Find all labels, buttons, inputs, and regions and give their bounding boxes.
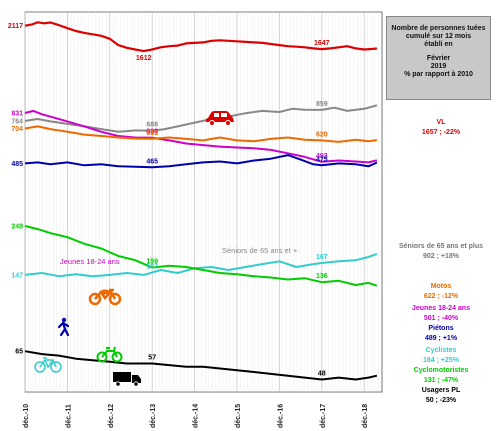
data-label-cyclomoteurs: 159 — [146, 259, 158, 266]
data-label-vl: 1647 — [314, 40, 330, 47]
legend-value-vl: 1657 ; -22% — [422, 129, 461, 136]
legend-name-cyclomoteurs: Cyclomotoristes — [414, 367, 469, 374]
legend-name-jeunes: Jeunes 18-24 ans — [412, 305, 470, 312]
info-line-6: % par rapport à 2010 — [404, 71, 473, 78]
info-line-2: cumulé sur 12 mois — [405, 33, 472, 40]
data-label-jeunes: 638 — [146, 129, 158, 136]
legend-value-usagers_pl: 50 ; -23% — [426, 397, 457, 404]
legend-value-cyclistes: 184 ; +25% — [423, 357, 460, 364]
legend-value-motos: 622 ; -12% — [424, 293, 459, 300]
bicycle-icon — [34, 357, 62, 373]
info-line-5: 2019 — [430, 63, 447, 70]
x-tick-label: déc.-17 — [320, 404, 327, 428]
series-line-cyclomoteurs — [24, 225, 378, 287]
car-icon — [206, 111, 234, 126]
data-label-seniors: 859 — [316, 101, 328, 108]
pedestrian-icon — [57, 317, 70, 337]
inline-label-jeunes: Jeunes 18-24 ans — [60, 257, 120, 266]
data-label-usagers_pl: 65 — [15, 349, 23, 356]
info-line-4: Février — [426, 55, 451, 62]
data-label-cyclistes: 167 — [316, 254, 328, 261]
motorcycle-icon — [88, 288, 122, 306]
data-label-cyclistes: 187 — [146, 263, 158, 270]
right-legend: VL 1657 ; -22% Séniors de 65 ans et plus 90… — [399, 119, 483, 404]
x-tick-label: déc.-12 — [108, 404, 115, 428]
legend-name-motos: Motos — [431, 283, 452, 290]
data-label-pietons: 465 — [146, 158, 158, 165]
info-line-3: établi en — [424, 41, 453, 48]
truck-icon — [113, 372, 141, 387]
x-tick-label: déc.-13 — [150, 404, 157, 428]
data-label-vl: 1612 — [136, 55, 152, 62]
data-label-pietons: 485 — [11, 161, 23, 168]
legend-name-vl: VL — [437, 119, 447, 126]
data-label-motos: 631 — [146, 130, 158, 137]
plot-frame — [24, 11, 383, 393]
series-line-pietons — [24, 154, 378, 169]
inline-label-seniors: Séniors de 65 ans et + — [222, 246, 298, 255]
data-label-vl: 2117 — [8, 23, 23, 30]
data-label-usagers_pl: 48 — [318, 371, 326, 378]
legend-value-cyclomoteurs: 131 ; -47% — [424, 377, 459, 384]
series-line-motos — [24, 125, 378, 143]
legend-name-pietons: Piétons — [428, 325, 453, 332]
data-label-cyclistes: 147 — [11, 272, 23, 279]
data-label-usagers_pl: 57 — [148, 355, 156, 362]
series-line-jeunes — [24, 109, 378, 164]
data-label-motos: 620 — [316, 131, 328, 138]
x-tick-label: déc.-11 — [65, 404, 72, 428]
series-line-cyclistes — [24, 252, 378, 278]
data-label-seniors: 764 — [11, 118, 23, 125]
series-lines — [24, 21, 378, 381]
legend-name-usagers_pl: Usagers PL — [422, 387, 461, 394]
x-axis: déc.-10 déc.-11 déc.-12 déc.-13 déc.-14 déc.-… — [23, 404, 369, 428]
data-label-cyclomoteurs: 136 — [316, 273, 328, 280]
x-tick-label: déc.-14 — [193, 404, 200, 428]
info-box: Nombre de personnes tuées cumulé sur 12 … — [386, 16, 491, 100]
data-label-jeunes: 831 — [11, 111, 23, 118]
series-line-vl — [24, 21, 378, 53]
x-tick-label: déc.-18 — [362, 404, 369, 428]
data-label-motos: 704 — [11, 126, 23, 133]
grid — [24, 11, 383, 393]
series-line-usagers_pl — [24, 350, 378, 381]
x-tick-label: déc.-15 — [235, 404, 242, 428]
legend-value-seniors: 902 ; +18% — [423, 253, 460, 260]
info-line-1: Nombre de personnes tuées — [391, 25, 486, 32]
x-tick-label: déc.-10 — [23, 404, 30, 428]
legend-value-pietons: 489 ; +1% — [425, 335, 458, 342]
data-labels: 2117 1612 1647 764 688 859 831 638 493 704 631 620 4… — [8, 23, 330, 377]
legend-name-seniors: Séniors de 65 ans et plus — [399, 243, 483, 250]
data-label-pietons: 475 — [316, 156, 328, 163]
series-icons — [34, 111, 234, 387]
data-label-cyclomoteurs: 248 — [11, 224, 23, 231]
data-label-jeunes: 493 — [316, 153, 328, 160]
data-label-seniors: 688 — [146, 122, 158, 129]
legend-name-cyclistes: Cyclistes — [426, 347, 457, 354]
x-tick-label: déc.-16 — [277, 404, 284, 428]
scooter-icon — [96, 346, 123, 363]
legend-value-jeunes: 501 ; -40% — [424, 315, 459, 322]
